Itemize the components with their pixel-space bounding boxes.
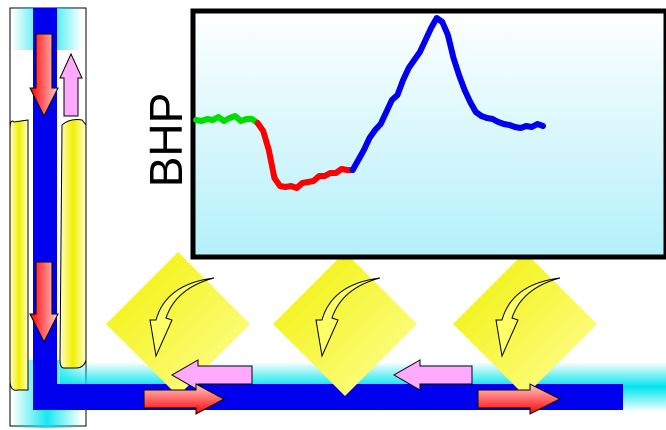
bhp-series-line-1 [193,113,261,126]
influx-diamond-2 [273,252,417,396]
bhp-plot [190,8,666,260]
left-arrow-1 [170,359,253,391]
left-arrow-2 [392,359,473,391]
down-arrow-top [29,33,59,118]
plot-frame [190,8,666,260]
bhp-series-line-2 [254,120,356,191]
packer-right [59,119,87,369]
down-arrow-bottom [29,261,59,344]
influx-diamond-3 [453,252,597,396]
bhp-series [193,15,546,191]
up-arrow-top [59,52,83,117]
right-arrow-1 [143,383,226,415]
bhp-series-line-3 [349,15,546,173]
packer-left [9,119,29,391]
right-arrow-2 [477,383,562,415]
y-axis-label: BHP [140,93,192,188]
influx-diamond-1 [106,252,250,396]
